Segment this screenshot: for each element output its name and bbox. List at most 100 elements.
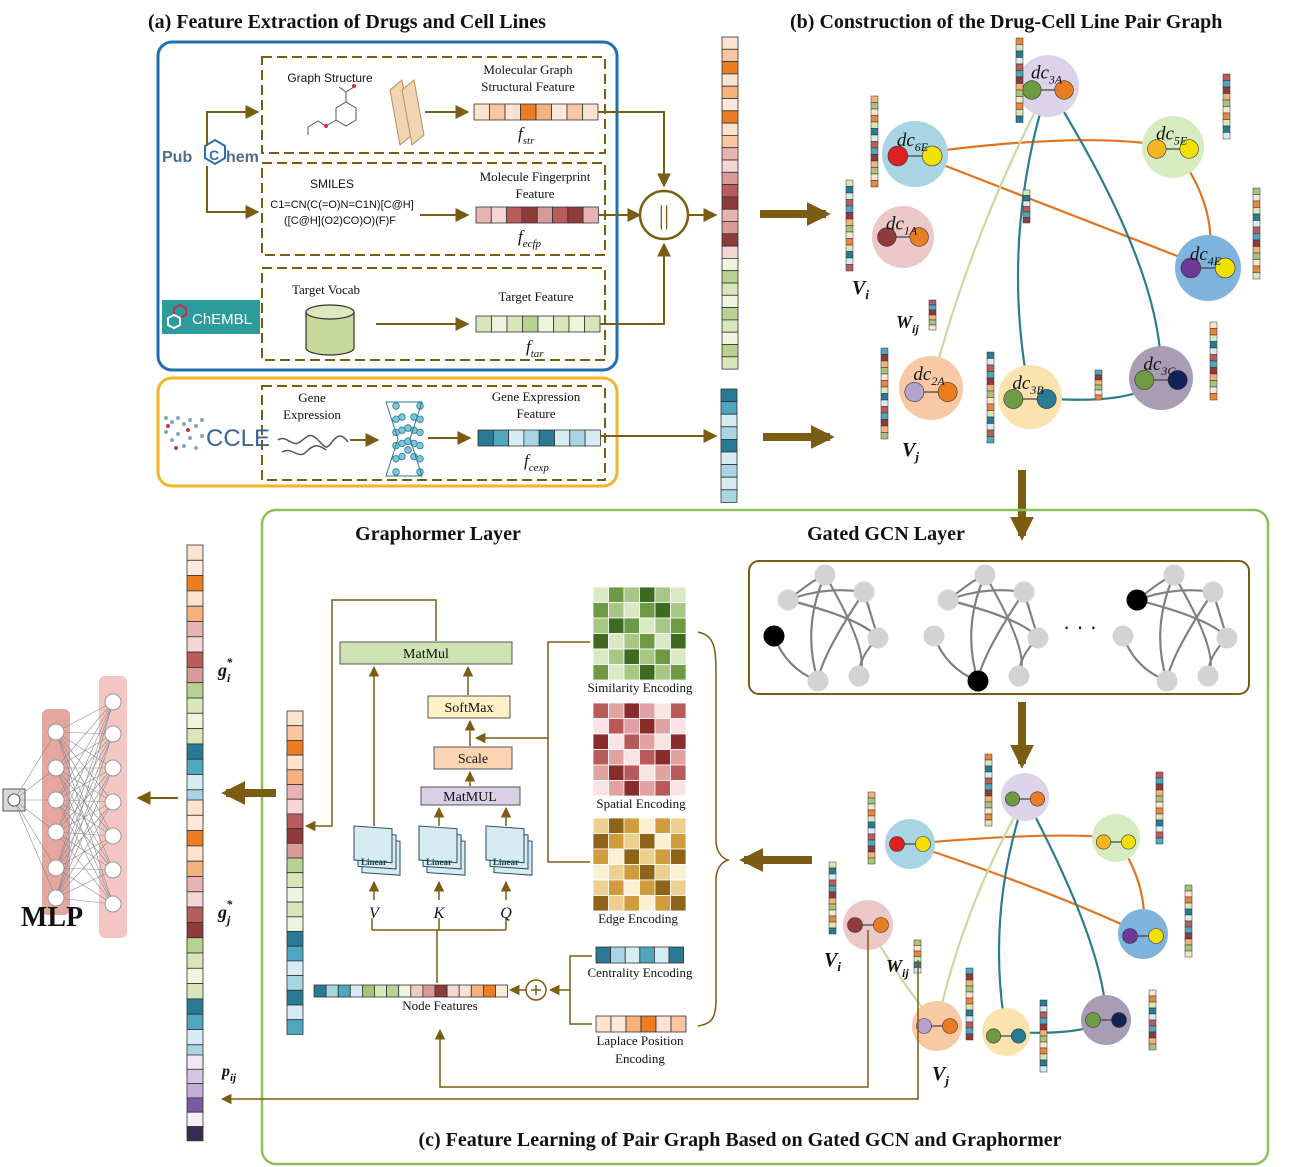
- gi-cell: [186, 728, 204, 745]
- gout-cell: [286, 1004, 304, 1021]
- drug-node: [986, 1028, 1002, 1044]
- node-feature-stripe: [880, 386, 889, 394]
- gout-cell: [286, 945, 304, 962]
- sim-cell: [592, 586, 609, 603]
- node-feature-stripe: [870, 108, 879, 116]
- drugcat-cell: [721, 122, 739, 136]
- cell-node: [1010, 1028, 1026, 1044]
- node-feature-stripe: [965, 973, 974, 981]
- mol-graph-feature-label-1: Molecular Graph: [483, 62, 573, 77]
- graph-structure-label: Graph Structure: [287, 71, 373, 85]
- edg-cell: [608, 864, 625, 881]
- node-feature-stripe: [984, 771, 993, 779]
- cell-node: [873, 917, 889, 933]
- node-feature-stripe: [1094, 394, 1103, 401]
- node-feature-stripe: [867, 791, 876, 799]
- node-feature-stripe: [1015, 89, 1024, 97]
- node-feature-stripe: [1148, 1037, 1157, 1045]
- gcn-edge: [1136, 598, 1228, 639]
- autoencoder-node: [404, 446, 412, 454]
- node-feature-stripe: [1209, 347, 1218, 355]
- gi-cell: [186, 651, 204, 668]
- node-feature-stripe: [1209, 328, 1218, 336]
- node-feature-stripe: [1184, 944, 1193, 952]
- node-feature-stripe: [1184, 938, 1193, 946]
- node-feature-stripe: [1015, 83, 1024, 91]
- node-feature-stripe: [1184, 920, 1193, 928]
- node-feature-stripe: [880, 393, 889, 401]
- node-feature-stripe: [1015, 102, 1024, 110]
- section-b-title: (b) Construction of the Drug-Cell Line P…: [790, 11, 1222, 33]
- node-feature-stripe: [1209, 334, 1218, 342]
- spa-cell: [654, 718, 671, 735]
- drugcat-cell: [721, 282, 739, 296]
- node-feature-stripe: [867, 797, 876, 805]
- linear-layer: [353, 825, 393, 864]
- str-cell: [566, 103, 583, 121]
- spa-cell: [592, 733, 609, 750]
- gene-feature-label-1: Gene Expression: [492, 389, 581, 404]
- nodefeat-cell: [495, 984, 509, 998]
- spa-cell: [623, 718, 640, 735]
- mlp-neuron: [104, 895, 122, 913]
- node-feature-stripe: [870, 167, 879, 175]
- drug-node: [1022, 80, 1042, 100]
- gout-cell: [286, 872, 304, 888]
- drugcat-cell: [721, 245, 739, 259]
- mol-graph-feature-label-2: Structural Feature: [481, 79, 575, 94]
- node-feature-stripe: [1184, 950, 1193, 958]
- gj-cell: [186, 952, 204, 969]
- spa-cell: [592, 749, 609, 766]
- node-feature-stripe: [1222, 73, 1231, 81]
- pair-node: [998, 365, 1062, 429]
- edg-cell: [608, 833, 625, 850]
- str-cell: [520, 103, 537, 121]
- node-feature-stripe: [1252, 272, 1261, 280]
- drug-node: [1003, 389, 1024, 409]
- gj-cell: [186, 891, 204, 908]
- nodefeat-cell: [313, 984, 327, 998]
- cell-cell: [720, 438, 738, 453]
- spa-cell: [608, 764, 625, 781]
- node-feature-stripe: [1222, 80, 1231, 88]
- sim-cell: [639, 602, 656, 619]
- laplace-cell: [625, 1015, 642, 1033]
- spatial-encoding-label: Spatial Encoding: [596, 796, 686, 811]
- drug-node: [1122, 928, 1138, 944]
- central-cell: [624, 946, 641, 964]
- cell-node: [942, 1018, 958, 1034]
- node-feature-stripe: [1148, 1031, 1157, 1039]
- node-feature-stripe: [1039, 1047, 1048, 1055]
- node-feature-stripe: [845, 179, 854, 187]
- node-feature-stripe: [984, 813, 993, 821]
- node-feature-stripe: [845, 231, 854, 239]
- node-feature-stripe: [1155, 801, 1164, 809]
- gcn-node: [867, 627, 889, 649]
- node-feature-stripe: [1022, 195, 1031, 202]
- sim-cell: [654, 617, 671, 634]
- gene-box: [261, 385, 606, 481]
- vj-label-c: Vj: [932, 1063, 949, 1088]
- cell-cell: [720, 476, 738, 491]
- drug-node: [1180, 257, 1202, 279]
- ecfp-cell: [582, 206, 599, 224]
- gcn-node: [1197, 665, 1219, 687]
- gcn-node: [1202, 581, 1224, 603]
- spa-cell: [654, 733, 671, 750]
- cexp-cell: [492, 429, 509, 447]
- node-feature-stripe: [880, 354, 889, 362]
- gj-cell: [186, 937, 204, 954]
- sim-cell: [639, 633, 656, 650]
- pair-node: [1001, 773, 1049, 821]
- autoencoder-node: [398, 452, 406, 461]
- drug-node: [1134, 370, 1155, 390]
- mlp-neuron: [104, 759, 122, 777]
- edg-cell: [623, 879, 640, 896]
- similarity-encoding-matrix: [592, 586, 687, 681]
- vj-label-b: Vj: [902, 439, 919, 464]
- node-feature-stripe: [867, 809, 876, 817]
- node-feature-stripe: [965, 979, 974, 987]
- gene-expression-vector: [477, 429, 601, 447]
- drug-node: [904, 382, 925, 402]
- gcn-edge: [947, 598, 1039, 639]
